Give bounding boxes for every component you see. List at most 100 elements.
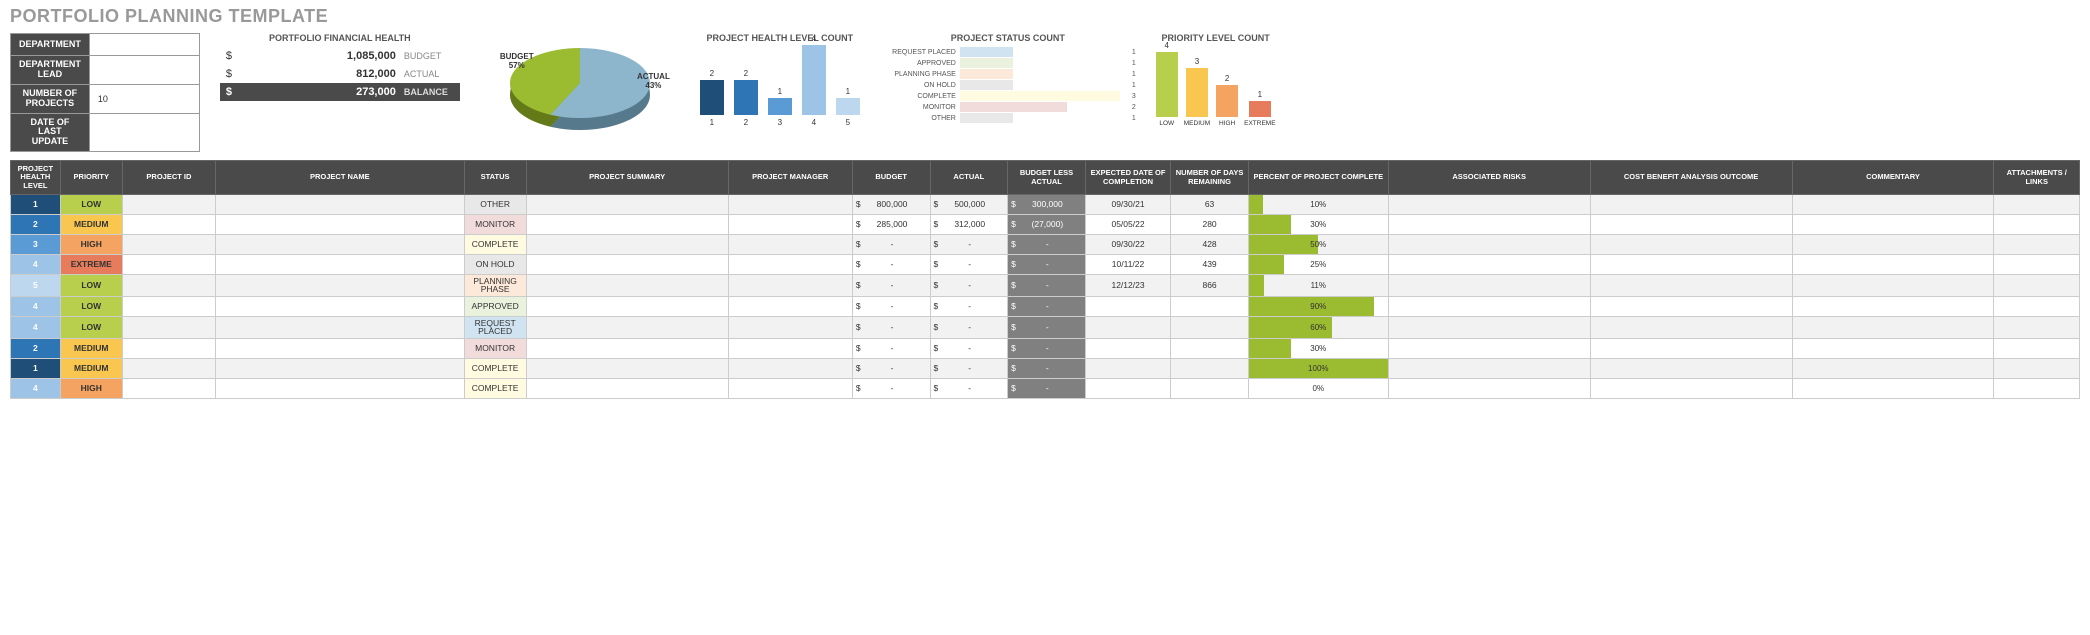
cell[interactable] (1792, 254, 1994, 274)
cell[interactable] (1792, 338, 1994, 358)
cell[interactable]: $ - (930, 378, 1008, 398)
cell[interactable]: $ 500,000 (930, 194, 1008, 214)
cell[interactable] (216, 274, 465, 296)
cell[interactable]: COMPLETE (464, 358, 526, 378)
cell[interactable] (122, 214, 215, 234)
cell[interactable] (526, 358, 728, 378)
percent-cell[interactable]: 50% (1248, 234, 1388, 254)
cell[interactable] (1792, 296, 1994, 316)
cell[interactable] (1792, 378, 1994, 398)
cell[interactable] (122, 194, 215, 214)
cell[interactable]: ON HOLD (464, 254, 526, 274)
cell[interactable]: $ - (1008, 234, 1086, 254)
cell[interactable] (728, 378, 852, 398)
cell[interactable] (1388, 214, 1590, 234)
cell[interactable]: EXTREME (60, 254, 122, 274)
cell[interactable] (526, 378, 728, 398)
cell[interactable] (728, 194, 852, 214)
cell[interactable]: $ - (930, 358, 1008, 378)
cell[interactable] (122, 296, 215, 316)
cell[interactable]: $ 285,000 (852, 214, 930, 234)
cell[interactable] (1388, 378, 1590, 398)
cell[interactable] (122, 378, 215, 398)
cell[interactable]: 4 (11, 254, 61, 274)
cell[interactable]: HIGH (60, 234, 122, 254)
cell[interactable]: 05/05/22 (1085, 214, 1170, 234)
cell[interactable]: MEDIUM (60, 358, 122, 378)
meta-value[interactable]: 10 (89, 84, 199, 113)
cell[interactable]: LOW (60, 316, 122, 338)
cell[interactable]: $ - (852, 254, 930, 274)
cell[interactable]: MONITOR (464, 214, 526, 234)
cell[interactable] (1388, 358, 1590, 378)
percent-cell[interactable]: 90% (1248, 296, 1388, 316)
cell[interactable] (1792, 316, 1994, 338)
cell[interactable]: $ 300,000 (1008, 194, 1086, 214)
cell[interactable] (1388, 194, 1590, 214)
cell[interactable] (1994, 316, 2080, 338)
cell[interactable] (1590, 296, 1792, 316)
cell[interactable]: 63 (1171, 194, 1249, 214)
cell[interactable]: PLANNING PHASE (464, 274, 526, 296)
cell[interactable] (216, 254, 465, 274)
cell[interactable] (1590, 234, 1792, 254)
cell[interactable]: $ - (852, 338, 930, 358)
cell[interactable] (526, 214, 728, 234)
cell[interactable] (1590, 214, 1792, 234)
cell[interactable]: $ - (930, 234, 1008, 254)
cell[interactable]: $ - (852, 234, 930, 254)
cell[interactable] (1792, 214, 1994, 234)
cell[interactable]: $ - (930, 254, 1008, 274)
cell[interactable]: REQUEST PLACED (464, 316, 526, 338)
percent-cell[interactable]: 11% (1248, 274, 1388, 296)
cell[interactable] (1590, 194, 1792, 214)
cell[interactable]: 280 (1171, 214, 1249, 234)
cell[interactable]: 4 (11, 296, 61, 316)
cell[interactable] (1792, 358, 1994, 378)
cell[interactable] (526, 254, 728, 274)
cell[interactable] (216, 316, 465, 338)
cell[interactable] (216, 214, 465, 234)
cell[interactable]: $ 800,000 (852, 194, 930, 214)
cell[interactable] (122, 338, 215, 358)
meta-value[interactable] (89, 113, 199, 152)
cell[interactable] (216, 358, 465, 378)
cell[interactable] (526, 234, 728, 254)
cell[interactable] (1388, 296, 1590, 316)
percent-cell[interactable]: 25% (1248, 254, 1388, 274)
cell[interactable]: $ - (1008, 254, 1086, 274)
cell[interactable] (122, 274, 215, 296)
cell[interactable] (1792, 234, 1994, 254)
cell[interactable] (122, 254, 215, 274)
cell[interactable]: 4 (11, 378, 61, 398)
cell[interactable]: 12/12/23 (1085, 274, 1170, 296)
cell[interactable]: $ - (930, 338, 1008, 358)
cell[interactable] (122, 316, 215, 338)
cell[interactable] (526, 296, 728, 316)
cell[interactable] (1994, 274, 2080, 296)
cell[interactable] (1171, 378, 1249, 398)
percent-cell[interactable]: 60% (1248, 316, 1388, 338)
cell[interactable] (1171, 358, 1249, 378)
cell[interactable]: MONITOR (464, 338, 526, 358)
cell[interactable] (216, 296, 465, 316)
cell[interactable]: $ 312,000 (930, 214, 1008, 234)
cell[interactable] (1590, 254, 1792, 274)
cell[interactable]: $ - (1008, 358, 1086, 378)
cell[interactable] (1171, 316, 1249, 338)
cell[interactable]: 10/11/22 (1085, 254, 1170, 274)
cell[interactable] (1388, 254, 1590, 274)
cell[interactable]: 866 (1171, 274, 1249, 296)
cell[interactable] (1171, 338, 1249, 358)
cell[interactable] (1994, 378, 2080, 398)
cell[interactable]: 4 (11, 316, 61, 338)
cell[interactable]: $ - (852, 358, 930, 378)
cell[interactable]: MEDIUM (60, 214, 122, 234)
cell[interactable] (728, 358, 852, 378)
cell[interactable] (526, 194, 728, 214)
cell[interactable]: 1 (11, 358, 61, 378)
cell[interactable]: LOW (60, 194, 122, 214)
cell[interactable] (1388, 316, 1590, 338)
cell[interactable]: OTHER (464, 194, 526, 214)
percent-cell[interactable]: 100% (1248, 358, 1388, 378)
